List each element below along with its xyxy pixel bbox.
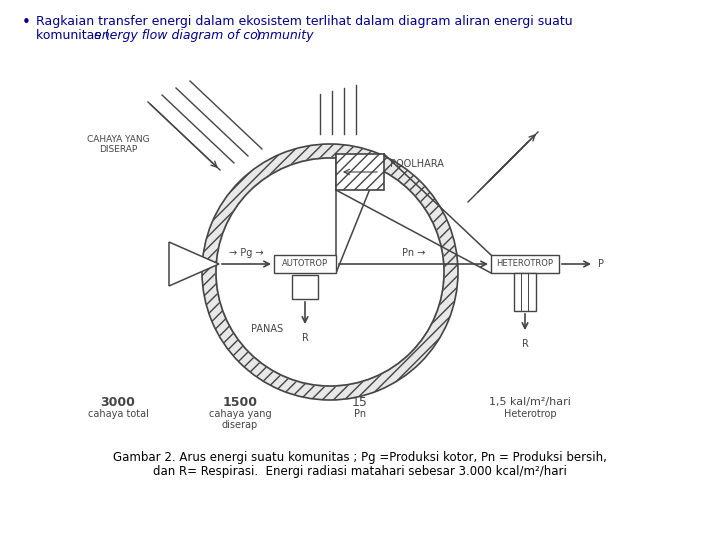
Text: ).: ). [256, 29, 265, 42]
Text: •: • [22, 15, 31, 30]
Text: komunitas (: komunitas ( [36, 29, 109, 42]
Text: 3000: 3000 [101, 395, 135, 408]
Text: R: R [302, 333, 308, 343]
Text: POOLHARA: POOLHARA [390, 159, 444, 169]
Bar [274, 255, 336, 273]
Circle shape [216, 158, 444, 386]
Text: AUTOTROP: AUTOTROP [282, 260, 328, 268]
Text: Pn →: Pn → [402, 248, 426, 258]
Text: cahaya yang: cahaya yang [209, 409, 271, 419]
Wedge shape [202, 144, 458, 400]
Text: R: R [521, 339, 528, 349]
Text: P: P [598, 259, 604, 269]
Polygon shape [169, 242, 219, 286]
Text: CAHAYA YANG: CAHAYA YANG [86, 136, 149, 145]
Text: dan R= Respirasi.  Energi radiasi matahari sebesar 3.000 kcal/m²/hari: dan R= Respirasi. Energi radiasi matahar… [153, 465, 567, 478]
Text: 1500: 1500 [222, 395, 258, 408]
Text: energy flow diagram of community: energy flow diagram of community [94, 29, 313, 42]
Text: diserap: diserap [222, 420, 258, 430]
Text: HETEROTROP: HETEROTROP [497, 260, 554, 268]
Bar [514, 273, 536, 311]
Text: Ragkaian transfer energi dalam ekosistem terlihat dalam diagram aliran energi su: Ragkaian transfer energi dalam ekosistem… [36, 15, 572, 28]
Text: PANAS: PANAS [251, 324, 283, 334]
Text: 15: 15 [352, 395, 368, 408]
Text: Pn: Pn [354, 409, 366, 419]
Text: cahaya total: cahaya total [88, 409, 148, 419]
Text: Heterotrop: Heterotrop [504, 409, 557, 419]
Text: 1,5 kal/m²/hari: 1,5 kal/m²/hari [489, 397, 571, 407]
Text: → Pg →: → Pg → [229, 248, 264, 258]
Bar [292, 275, 318, 299]
Bar [491, 255, 559, 273]
Text: Gambar 2. Arus energi suatu komunitas ; Pg =Produksi kotor, Pn = Produksi bersih: Gambar 2. Arus energi suatu komunitas ; … [113, 451, 607, 464]
Bar [336, 154, 384, 190]
Text: DISERAP: DISERAP [99, 145, 137, 154]
